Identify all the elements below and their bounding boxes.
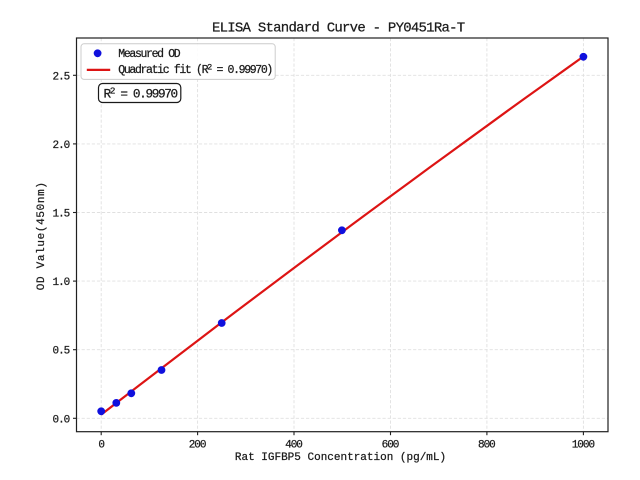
svg-text:1.0: 1.0: [52, 277, 69, 289]
svg-text:0.0: 0.0: [52, 414, 69, 426]
svg-text:R2 = 0.99970: R2 = 0.99970: [104, 86, 178, 102]
svg-text:1000: 1000: [572, 439, 595, 451]
svg-text:Rat IGFBP5 Concentration (pg/m: Rat IGFBP5 Concentration (pg/mL): [235, 452, 446, 464]
svg-text:ELISA Standard Curve - PY0451R: ELISA Standard Curve - PY0451Ra-T: [212, 21, 465, 37]
svg-text:2.5: 2.5: [52, 71, 69, 83]
svg-text:1.5: 1.5: [52, 209, 69, 221]
svg-text:800: 800: [478, 439, 495, 451]
svg-text:0: 0: [98, 439, 104, 451]
svg-text:Measured OD: Measured OD: [118, 48, 181, 61]
svg-text:Quadratic fit (R2 = 0.99970): Quadratic fit (R2 = 0.99970): [118, 62, 272, 76]
svg-text:600: 600: [382, 439, 399, 451]
svg-text:200: 200: [189, 439, 206, 451]
svg-text:0.5: 0.5: [52, 346, 69, 358]
svg-text:OD Value(450nm): OD Value(450nm): [36, 181, 48, 290]
svg-text:2.0: 2.0: [52, 140, 69, 152]
svg-text:400: 400: [285, 439, 302, 451]
